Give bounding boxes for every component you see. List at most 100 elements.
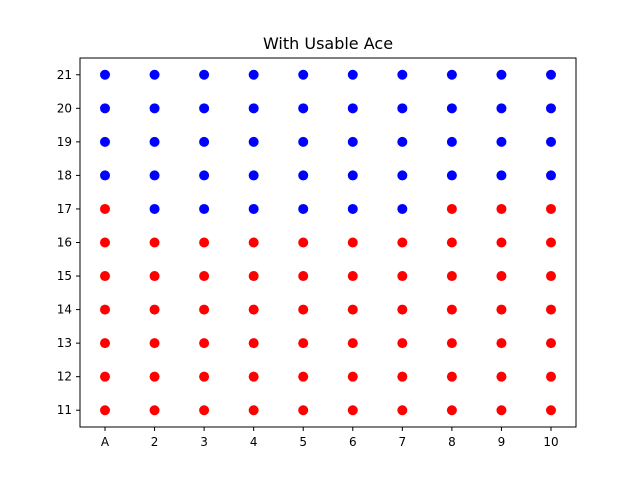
data-point: [496, 271, 507, 282]
data-point: [496, 304, 507, 315]
data-point: [100, 338, 110, 349]
data-point: [347, 405, 358, 416]
data-point: [446, 271, 457, 282]
data-point: [248, 69, 259, 80]
data-point: [298, 271, 309, 282]
x-tick-label: 9: [498, 435, 506, 449]
data-point: [199, 170, 210, 181]
data-point: [397, 271, 408, 282]
x-tick-label: 4: [250, 435, 258, 449]
x-tick-label: 5: [299, 435, 307, 449]
data-point: [546, 338, 556, 349]
plot-frame: [79, 57, 577, 428]
data-point: [397, 304, 408, 315]
y-tick-label: 21: [57, 68, 72, 82]
data-point: [397, 338, 408, 349]
y-tick-label: 12: [57, 370, 72, 384]
x-tick-label: 2: [151, 435, 159, 449]
data-point: [248, 136, 259, 147]
data-point: [546, 136, 556, 147]
y-axis: 11 12 13 14 15 16 17 18 19 20 21: [57, 68, 80, 417]
data-point: [248, 103, 259, 114]
data-point: [298, 170, 309, 181]
data-point: [546, 405, 556, 416]
data-point: [100, 136, 110, 147]
data-point: [546, 203, 556, 214]
data-point: [199, 69, 210, 80]
data-point: [149, 237, 160, 248]
data-point: [298, 103, 309, 114]
data-point: [149, 271, 160, 282]
data-point: [397, 371, 408, 382]
data-point: [397, 405, 408, 416]
data-point: [347, 136, 358, 147]
data-point: [298, 237, 309, 248]
data-point: [546, 103, 556, 114]
data-point: [199, 371, 210, 382]
data-point: [347, 103, 358, 114]
data-point: [397, 170, 408, 181]
data-point: [347, 338, 358, 349]
data-point: [248, 203, 259, 214]
data-point: [397, 103, 408, 114]
data-point: [546, 271, 556, 282]
data-point: [248, 170, 259, 181]
data-point: [546, 69, 556, 80]
x-tick-label: 10: [543, 435, 558, 449]
data-point: [347, 237, 358, 248]
data-point: [100, 69, 110, 80]
data-point: [546, 304, 556, 315]
data-point: [347, 271, 358, 282]
y-tick-label: 19: [57, 135, 72, 149]
data-point: [100, 271, 110, 282]
data-point: [496, 338, 507, 349]
data-point: [347, 170, 358, 181]
data-point: [546, 371, 556, 382]
data-point: [149, 103, 160, 114]
data-point: [496, 170, 507, 181]
data-point: [546, 170, 556, 181]
data-point: [496, 103, 507, 114]
data-point: [149, 203, 160, 214]
data-point: [100, 170, 110, 181]
y-tick-label: 13: [57, 336, 72, 350]
y-tick-label: 17: [57, 202, 72, 216]
data-point: [298, 405, 309, 416]
x-tick-label: 8: [448, 435, 456, 449]
data-points: [100, 69, 556, 416]
data-point: [446, 371, 457, 382]
data-point: [446, 405, 457, 416]
data-point: [397, 136, 408, 147]
data-point: [496, 136, 507, 147]
y-tick-label: 20: [57, 101, 72, 115]
y-tick-label: 14: [57, 303, 72, 317]
data-point: [199, 338, 210, 349]
data-point: [248, 271, 259, 282]
y-tick-label: 11: [57, 403, 72, 417]
data-point: [298, 338, 309, 349]
data-point: [248, 304, 259, 315]
x-axis: A 2 3 4 5 6 7 8 9 10: [101, 427, 559, 449]
data-point: [248, 371, 259, 382]
data-point: [248, 338, 259, 349]
x-tick-label: 6: [349, 435, 357, 449]
data-point: [298, 136, 309, 147]
data-point: [347, 203, 358, 214]
x-tick-label: 7: [399, 435, 407, 449]
data-point: [149, 136, 160, 147]
x-tick-label: A: [101, 435, 110, 449]
y-tick-label: 18: [57, 168, 72, 182]
data-point: [347, 69, 358, 80]
data-point: [496, 69, 507, 80]
data-point: [199, 103, 210, 114]
data-point: [149, 69, 160, 80]
data-point: [446, 203, 457, 214]
data-point: [446, 136, 457, 147]
data-point: [446, 338, 457, 349]
data-point: [298, 304, 309, 315]
data-point: [199, 271, 210, 282]
data-point: [248, 237, 259, 248]
data-point: [199, 304, 210, 315]
data-point: [298, 203, 309, 214]
